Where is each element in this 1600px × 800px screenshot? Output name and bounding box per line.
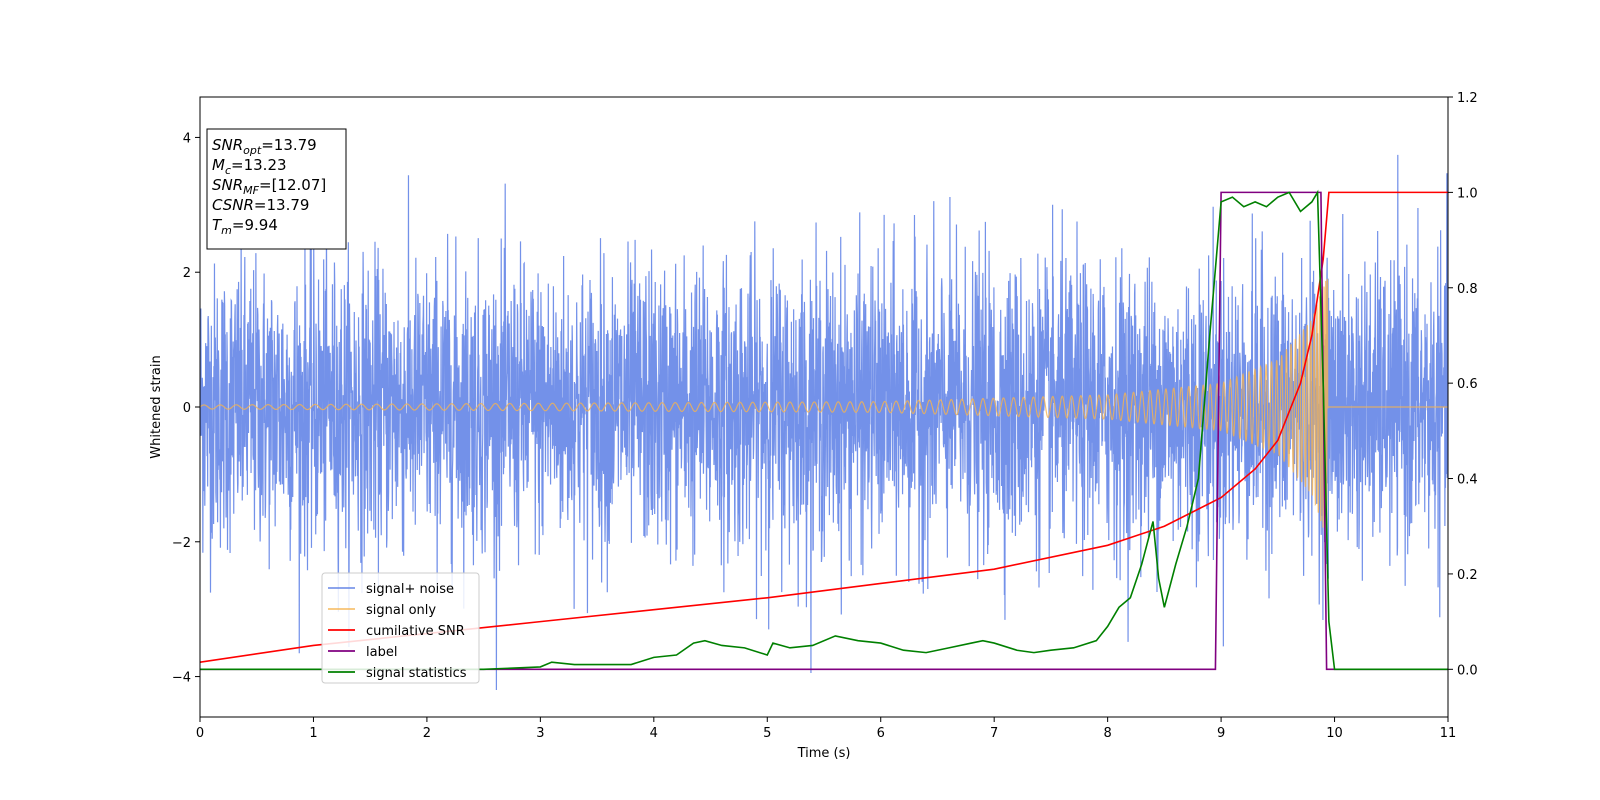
info-line: Mc=13.23 <box>212 156 287 177</box>
info-line-name: SNR <box>212 176 243 194</box>
y-left-tick-label: 2 <box>183 266 191 281</box>
signal-only-series <box>200 278 1448 535</box>
x-tick-label: 7 <box>990 726 998 741</box>
x-tick-label: 5 <box>763 726 771 741</box>
info-line-value: =13.23 <box>231 156 287 174</box>
signal-statistics-line <box>200 189 1448 671</box>
info-line-name: CSNR <box>212 196 254 214</box>
info-line-name: M <box>212 156 225 174</box>
info-line-name: SNR <box>212 136 243 154</box>
y-left-tick-label: −4 <box>172 671 191 686</box>
y-right-tick-label: 0.4 <box>1457 473 1478 488</box>
y-axis-right: 0.0 0.2 0.4 0.6 0.8 1.0 1.2 <box>1448 91 1478 678</box>
plot-area <box>200 154 1448 691</box>
x-tick-label: 3 <box>536 726 544 741</box>
x-tick-label: 10 <box>1326 726 1343 741</box>
y-right-tick-label: 0.8 <box>1457 282 1478 297</box>
legend-label: signal statistics <box>366 666 467 681</box>
info-line: SNRopt=13.79 <box>212 136 317 157</box>
legend: signal+ noise signal only cumilative SNR la… <box>321 572 480 684</box>
y-right-tick-label: 0.6 <box>1457 377 1478 392</box>
y-right-tick-label: 1.2 <box>1457 91 1478 106</box>
info-line: SNRMF=[12.07] <box>212 176 326 197</box>
legend-label: signal+ noise <box>366 582 454 597</box>
info-line-name: T <box>212 216 223 234</box>
info-line-value: =13.79 <box>254 196 310 214</box>
x-tick-label: 9 <box>1217 726 1225 741</box>
y-right-tick-label: 0.0 <box>1457 663 1478 678</box>
info-line: Tm=9.94 <box>212 216 278 237</box>
x-axis: 0 1 2 3 4 5 6 7 8 9 10 11 <box>196 717 1456 741</box>
x-tick-label: 0 <box>196 726 204 741</box>
cumulative-snr-line <box>200 191 1448 663</box>
info-line-value: =[12.07] <box>259 176 326 194</box>
y-left-tick-label: −2 <box>172 536 191 551</box>
y-right-tick-label: 0.2 <box>1457 568 1478 583</box>
signal-noise-series <box>200 154 1448 691</box>
legend-label: label <box>366 645 397 660</box>
x-tick-label: 11 <box>1440 726 1457 741</box>
legend-label: signal only <box>366 603 436 618</box>
x-tick-label: 6 <box>877 726 885 741</box>
info-line: CSNR=13.79 <box>212 196 309 214</box>
x-tick-label: 8 <box>1103 726 1111 741</box>
info-annotation-box: SNRopt=13.79Mc=13.23SNRMF=[12.07]CSNR=13… <box>206 128 347 250</box>
y-left-tick-label: 0 <box>183 401 191 416</box>
x-tick-label: 2 <box>423 726 431 741</box>
x-axis-label: Time (s) <box>797 746 851 761</box>
y-axis-label: Whitened strain <box>149 355 164 458</box>
info-line-subscript: MF <box>243 184 259 197</box>
legend-label: cumilative SNR <box>366 624 465 639</box>
signal-only-line <box>200 278 1448 535</box>
info-line-subscript: m <box>221 224 232 237</box>
x-tick-label: 1 <box>309 726 317 741</box>
signal-noise-line <box>200 154 1448 691</box>
y-axis-left: −4 −2 0 2 4 <box>172 131 200 686</box>
info-line-subscript: c <box>225 164 231 177</box>
x-tick-label: 4 <box>650 726 658 741</box>
info-line-value: =9.94 <box>232 216 278 234</box>
info-line-subscript: opt <box>243 144 262 157</box>
y-right-tick-label: 1.0 <box>1457 186 1478 201</box>
y-left-tick-label: 4 <box>183 131 191 146</box>
right-axis-series <box>200 189 1448 671</box>
info-line-value: =13.79 <box>261 136 317 154</box>
